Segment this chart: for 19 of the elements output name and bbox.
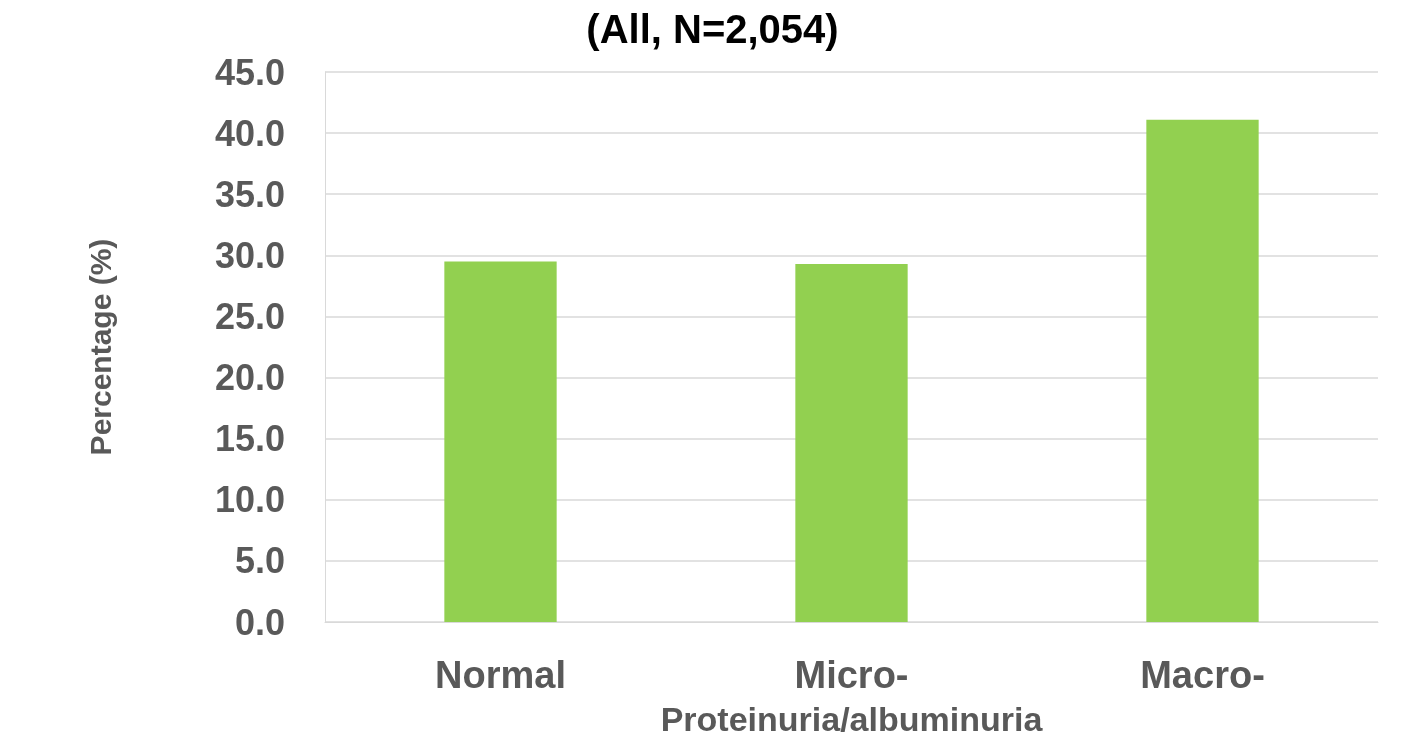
y-axis-title: Percentage (%)	[83, 238, 117, 456]
y-tick-label: 5.0	[234, 540, 285, 582]
y-tick-label: 45.0	[214, 51, 285, 93]
bar	[795, 263, 908, 622]
y-tick-label: 35.0	[214, 173, 285, 215]
x-tick-label: Macro-	[1140, 654, 1265, 696]
y-tick-label: 40.0	[214, 112, 285, 154]
y-tick-label: 0.0	[234, 601, 285, 643]
chart-title: (All, N=2,054)	[586, 7, 839, 51]
y-tick-label: 25.0	[214, 295, 285, 337]
y-tick-label: 20.0	[214, 357, 285, 399]
x-axis-title: Proteinuria/albuminuria	[660, 700, 1044, 738]
bar	[1146, 119, 1259, 622]
x-tick-label: Micro-	[794, 654, 909, 696]
x-tick-label: Normal	[435, 654, 566, 696]
y-tick-label: 30.0	[214, 234, 285, 276]
y-tick-label: 10.0	[214, 479, 285, 521]
y-tick-label: 15.0	[214, 418, 285, 460]
bar	[444, 261, 557, 622]
